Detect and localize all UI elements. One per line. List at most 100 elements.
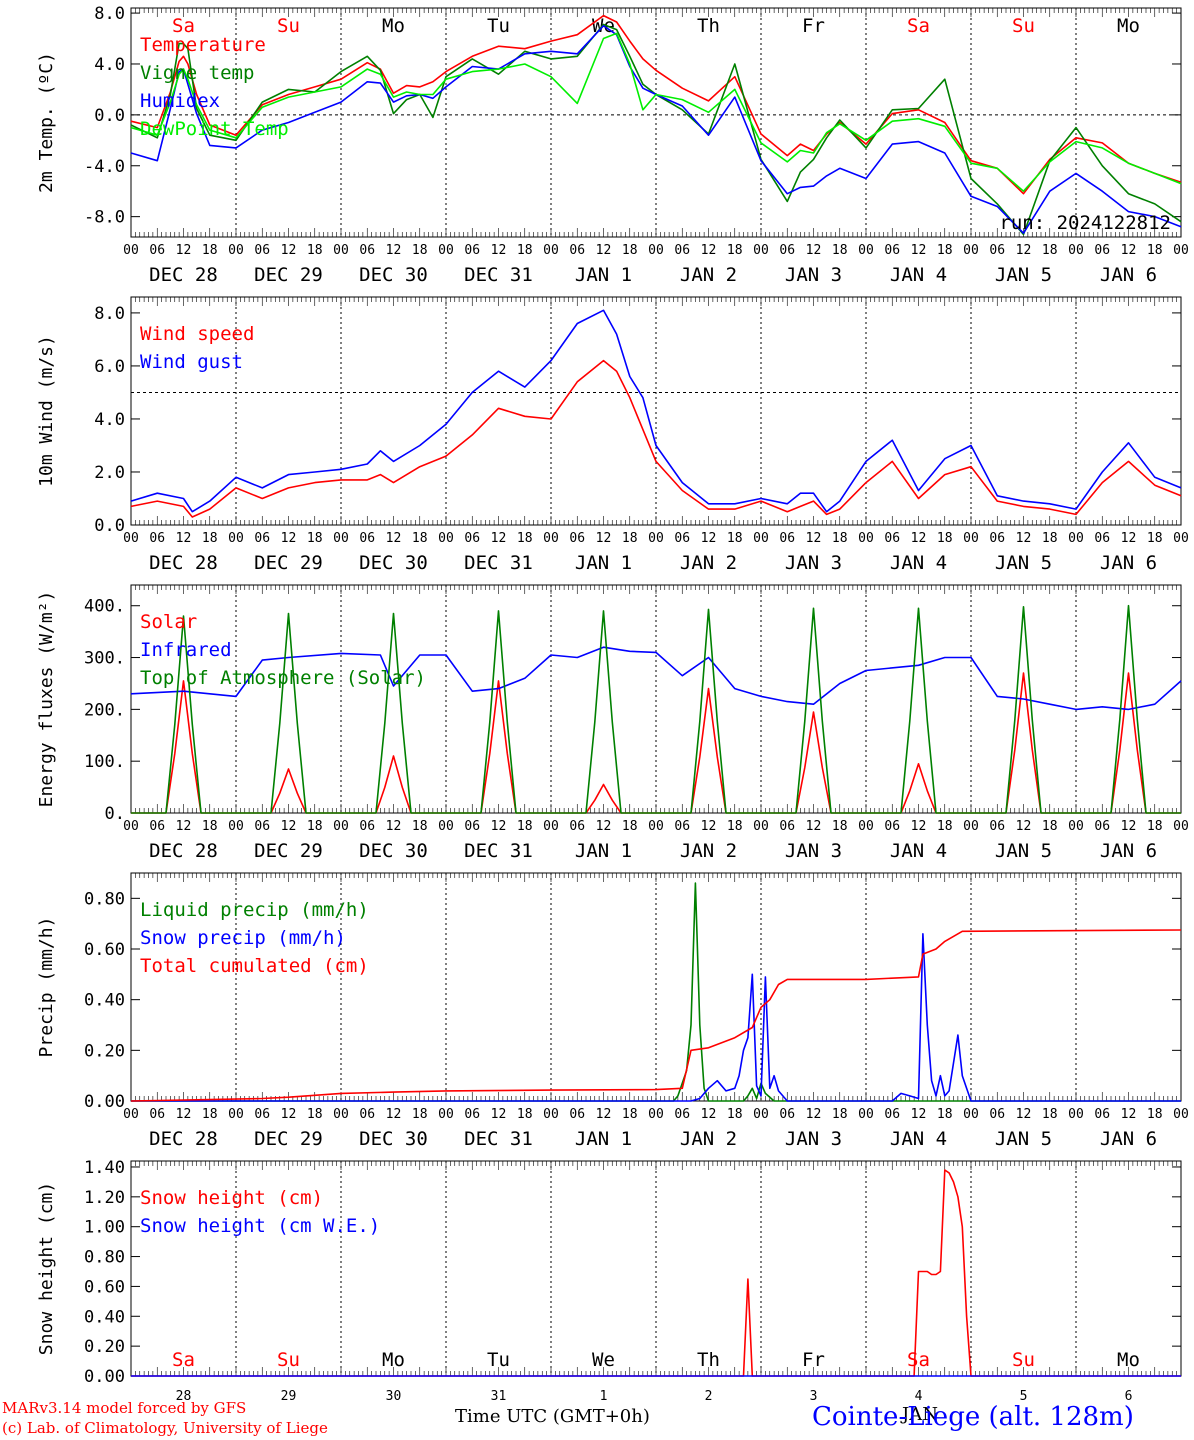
x-hour-label: 06 xyxy=(149,819,165,834)
x-date-label: JAN 1 xyxy=(575,264,632,286)
y-tick-label: 0.0 xyxy=(94,106,125,126)
x-hour-label: 18 xyxy=(517,243,533,258)
x-hour-label: 12 xyxy=(701,531,717,546)
x-hour-label: 06 xyxy=(779,531,795,546)
x-hour-label: 18 xyxy=(1147,531,1163,546)
x-hour-label: 12 xyxy=(596,243,612,258)
x-hour-label: 00 xyxy=(648,1107,664,1122)
x-hour-label: 12 xyxy=(1016,531,1032,546)
legend-entry: Solar xyxy=(140,611,197,633)
x-hour-label: 06 xyxy=(254,531,270,546)
bottom-month-label: JAN xyxy=(902,1404,938,1425)
legend-entry: Temperature xyxy=(140,34,266,56)
y-tick-label: 8.0 xyxy=(94,4,125,24)
x-date-label: JAN 3 xyxy=(785,840,842,862)
x-hour-label: 12 xyxy=(911,243,927,258)
day-number-label: 31 xyxy=(491,1389,507,1404)
x-hour-label: 12 xyxy=(1121,819,1137,834)
x-hour-label: 12 xyxy=(806,531,822,546)
day-number-label: 3 xyxy=(810,1389,818,1404)
x-hour-label: 18 xyxy=(937,243,953,258)
x-hour-label: 00 xyxy=(333,1107,349,1122)
x-hour-label: 12 xyxy=(596,531,612,546)
x-hour-label: 00 xyxy=(438,1107,454,1122)
weekday-label: We xyxy=(592,1349,615,1371)
x-hour-label: 06 xyxy=(1094,243,1110,258)
day-number-label: 29 xyxy=(281,1389,297,1404)
x-hour-label: 00 xyxy=(1173,243,1189,258)
x-hour-label: 06 xyxy=(359,531,375,546)
series-line xyxy=(130,32,1182,192)
y-tick-label: 0.00 xyxy=(84,1367,125,1387)
x-hour-label: 18 xyxy=(1042,531,1058,546)
x-hour-label: 18 xyxy=(412,531,428,546)
weekday-label: Fr xyxy=(802,15,825,37)
x-hour-label: 00 xyxy=(1068,819,1084,834)
x-hour-label: 12 xyxy=(491,819,507,834)
y-axis-title: Energy fluxes (W/m²) xyxy=(36,591,57,808)
x-hour-label: 18 xyxy=(307,819,323,834)
x-hour-label: 18 xyxy=(727,531,743,546)
x-hour-label: 12 xyxy=(806,243,822,258)
x-hour-label: 00 xyxy=(648,243,664,258)
x-hour-label: 06 xyxy=(359,819,375,834)
x-hour-label: 06 xyxy=(884,819,900,834)
y-axis-title: Snow height (cm) xyxy=(36,1182,57,1355)
x-hour-label: 00 xyxy=(543,243,559,258)
x-hour-label: 12 xyxy=(386,531,402,546)
x-hour-label: 18 xyxy=(517,1107,533,1122)
x-hour-label: 06 xyxy=(569,819,585,834)
day-number-label: 2 xyxy=(705,1389,713,1404)
x-hour-label: 06 xyxy=(989,243,1005,258)
series-line xyxy=(131,604,1181,814)
y-tick-label: 0.0 xyxy=(94,516,125,536)
x-hour-label: 12 xyxy=(386,819,402,834)
x-hour-label: 12 xyxy=(1121,531,1137,546)
x-hour-label: 12 xyxy=(1016,819,1032,834)
x-hour-label: 00 xyxy=(228,819,244,834)
y-tick-label: 0.60 xyxy=(84,1277,125,1297)
x-date-label: DEC 28 xyxy=(149,840,218,862)
x-hour-label: 12 xyxy=(491,531,507,546)
x-hour-label: 12 xyxy=(806,819,822,834)
x-hour-label: 00 xyxy=(1173,531,1189,546)
x-hour-label: 18 xyxy=(412,819,428,834)
x-date-label: DEC 30 xyxy=(359,1128,428,1150)
y-tick-label: 0.20 xyxy=(84,1041,125,1061)
weekday-label: Su xyxy=(1012,1349,1035,1371)
y-axis-title: 10m Wind (m/s) xyxy=(36,335,57,487)
x-hour-label: 12 xyxy=(281,819,297,834)
day-number-label: 6 xyxy=(1125,1389,1133,1404)
x-hour-label: 18 xyxy=(622,819,638,834)
day-number-label: 1 xyxy=(600,1389,608,1404)
x-date-label: JAN 3 xyxy=(785,264,842,286)
x-hour-label: 18 xyxy=(1147,1107,1163,1122)
x-hour-label: 06 xyxy=(464,819,480,834)
x-date-label: JAN 6 xyxy=(1100,840,1157,862)
x-hour-label: 06 xyxy=(254,1107,270,1122)
weekday-label: Tu xyxy=(487,1349,510,1371)
x-hour-label: 06 xyxy=(989,1107,1005,1122)
y-tick-label: 400. xyxy=(84,597,125,617)
x-hour-label: 12 xyxy=(1016,1107,1032,1122)
x-date-label: DEC 29 xyxy=(254,264,323,286)
series-line xyxy=(131,672,1181,814)
y-axis-title: 2m Temp. (ºC) xyxy=(36,52,57,193)
x-hour-label: 12 xyxy=(386,1107,402,1122)
legend-entry: Snow precip (mm/h) xyxy=(140,927,346,949)
x-hour-label: 18 xyxy=(307,243,323,258)
x-hour-label: 00 xyxy=(858,243,874,258)
x-hour-label: 00 xyxy=(123,1107,139,1122)
y-tick-label: 0.00 xyxy=(84,1092,125,1112)
x-hour-label: 06 xyxy=(359,243,375,258)
x-hour-label: 00 xyxy=(543,1107,559,1122)
y-tick-label: 0.60 xyxy=(84,940,125,960)
x-hour-label: 06 xyxy=(989,819,1005,834)
y-tick-label: 0.20 xyxy=(84,1337,125,1357)
x-date-label: DEC 29 xyxy=(254,552,323,574)
x-hour-label: 18 xyxy=(1147,819,1163,834)
x-hour-label: 18 xyxy=(1042,1107,1058,1122)
x-hour-label: 00 xyxy=(228,243,244,258)
weekday-label: Mo xyxy=(382,1349,405,1371)
